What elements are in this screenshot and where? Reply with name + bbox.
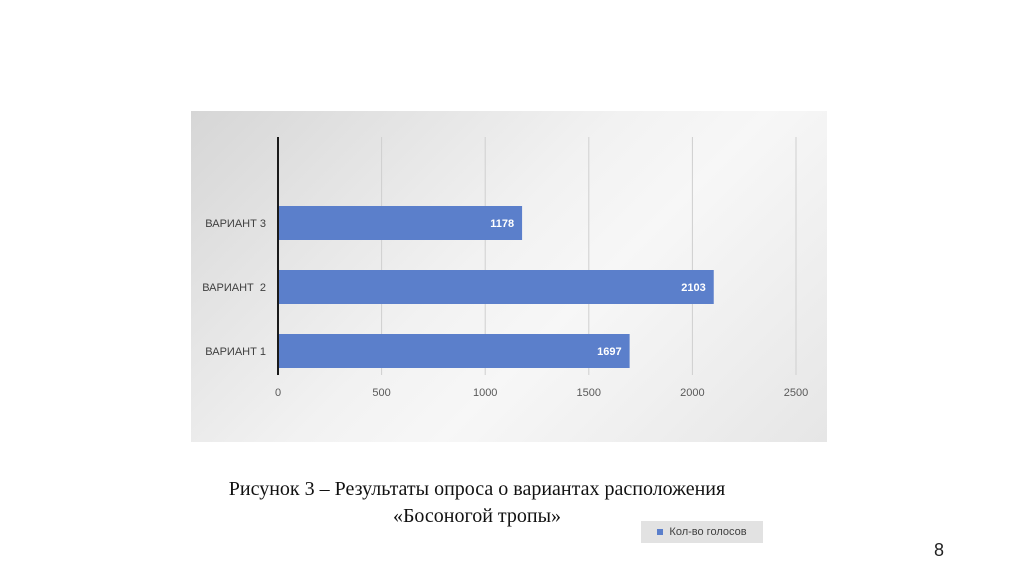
data-label-1: 1697	[597, 346, 621, 358]
bar-3	[278, 206, 523, 240]
caption-line-1: Рисунок 3 – Результаты опроса о варианта…	[228, 478, 726, 500]
data-label-3: 1178	[490, 218, 514, 230]
figure-caption: Рисунок 3 – Результаты опроса о варианта…	[0, 476, 1024, 530]
category-label-3: ВАРИАНТ 3	[205, 218, 266, 230]
legend-swatch	[657, 529, 664, 535]
x-tick-label-2500: 2500	[784, 387, 808, 399]
legend-label: Кол-во голосов	[669, 526, 747, 538]
category-label-2: ВАРИАНТ 2	[202, 282, 266, 294]
x-tick-label-2000: 2000	[680, 387, 704, 399]
page-number: 8	[934, 540, 945, 560]
x-tick-label-1000: 1000	[473, 387, 497, 399]
data-label-2: 2103	[681, 282, 705, 294]
x-tick-label-0: 0	[275, 387, 281, 399]
bar-1	[278, 334, 630, 368]
caption-line-2: «Босоногой тропы»	[392, 505, 562, 527]
x-tick-label-500: 500	[372, 387, 390, 399]
chart-panel: 0 500 1000 1500 2000 2500 1697 ВАРИАНТ 1 2103 ВАР…	[191, 111, 827, 543]
category-label-1: ВАРИАНТ 1	[205, 346, 266, 358]
chart-legend: Кол-во голосов	[641, 521, 763, 543]
x-tick-label-1500: 1500	[577, 387, 601, 399]
bar-2	[278, 270, 714, 304]
bar-chart: 0 500 1000 1500 2000 2500 1697 ВАРИАНТ 1 2103 ВАР…	[202, 137, 808, 399]
